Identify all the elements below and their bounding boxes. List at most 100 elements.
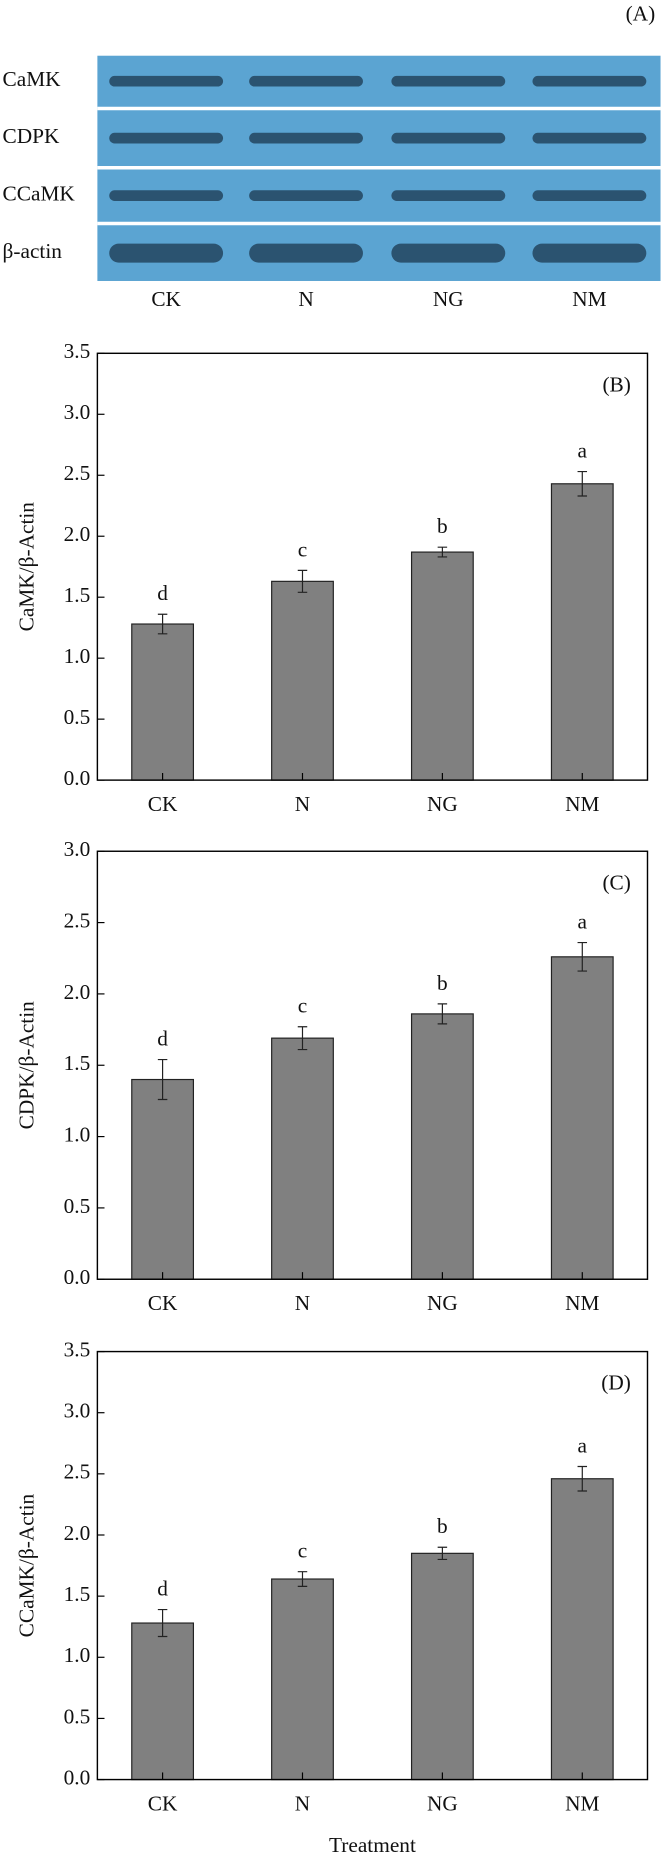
blot-band [109, 190, 224, 201]
error-bar [437, 546, 448, 558]
y-tick-label: 0.5 [64, 1194, 91, 1218]
x-axis-label: Treatment [329, 1833, 416, 1857]
bar [410, 1013, 474, 1280]
blot-band [249, 190, 363, 201]
bar [550, 1478, 614, 1781]
significance-letter: c [298, 1539, 307, 1563]
significance-letter: d [157, 1577, 168, 1601]
blot-band [532, 75, 647, 87]
blot-band [249, 132, 363, 144]
error-bar [297, 569, 308, 593]
y-tick-label: 3.5 [64, 1337, 91, 1361]
blot-band [109, 243, 224, 263]
blot-band [532, 190, 647, 201]
blot-band [249, 243, 363, 263]
y-tick-label: 1.0 [64, 1122, 91, 1146]
error-bar [437, 1546, 448, 1561]
x-tick-label: NM [565, 792, 599, 816]
x-tick-label: NG [427, 1291, 458, 1315]
y-tick-label: 0.0 [64, 1765, 91, 1789]
blot-row-label: CaMK [3, 67, 62, 91]
error-bar [157, 613, 168, 635]
x-tick-label: N [295, 792, 310, 816]
significance-letter: a [578, 439, 588, 463]
panel-label: (C) [602, 870, 630, 894]
error-bar [577, 941, 588, 972]
y-tick-label: 3.0 [64, 837, 91, 861]
bar [271, 1578, 334, 1781]
significance-letter: d [157, 581, 168, 605]
error-bar [297, 1026, 308, 1051]
error-bar [297, 1571, 308, 1587]
y-tick-label: 0.0 [64, 766, 91, 790]
significance-letter: b [437, 971, 448, 995]
x-tick-label: CK [148, 792, 178, 816]
bar [550, 483, 614, 781]
blot-band [532, 243, 647, 263]
panel-label: (D) [601, 1371, 631, 1395]
y-tick-label: 2.5 [64, 908, 91, 932]
y-tick-label: 2.0 [64, 980, 91, 1004]
blot-band [391, 243, 506, 263]
y-tick-label: 1.0 [64, 644, 91, 668]
y-tick-label: 3.0 [64, 1399, 91, 1423]
y-tick-label: 3.0 [64, 400, 91, 424]
x-tick-label: CK [148, 1291, 178, 1315]
error-bar [157, 1058, 168, 1101]
plot-frame [96, 850, 649, 1280]
x-tick-label: N [295, 1291, 310, 1315]
bar [410, 1552, 474, 1781]
bar [131, 1622, 195, 1781]
blot-band [109, 75, 224, 87]
error-bar [577, 470, 588, 497]
y-tick-label: 1.5 [64, 583, 91, 607]
blot-row-label: CCaMK [3, 182, 76, 206]
x-tick-label: NM [565, 1291, 599, 1315]
error-bar [437, 1003, 448, 1025]
y-tick-label: 0.5 [64, 705, 91, 729]
bar [131, 1078, 195, 1280]
y-axis-label: CCaMK/β-Actin [15, 1493, 39, 1637]
significance-letter: d [157, 1026, 168, 1050]
blot-band [391, 75, 506, 87]
significance-letter: c [298, 537, 307, 561]
panel-label: (B) [602, 372, 630, 396]
blot-panel-label: (A) [626, 1, 656, 25]
y-tick-label: 0.0 [64, 1265, 91, 1289]
blot-band [532, 132, 647, 144]
bar [271, 580, 334, 781]
x-tick-label: NG [427, 792, 458, 816]
plot-frame [96, 352, 649, 781]
significance-letter: b [437, 1514, 448, 1538]
y-axis-label: CaMK/β-Actin [15, 502, 39, 632]
blot-lane-label: CK [151, 287, 181, 311]
x-tick-label: N [295, 1792, 310, 1816]
blot-lane-label: NM [572, 287, 606, 311]
bar [271, 1037, 334, 1280]
blot-lane-label: NG [433, 287, 464, 311]
y-tick-label: 1.0 [64, 1643, 91, 1667]
error-bar [577, 1465, 588, 1492]
bar [550, 956, 614, 1280]
blot-band [249, 75, 363, 87]
y-axis-label: CDPK/β-Actin [15, 1001, 39, 1129]
significance-letter: c [298, 994, 307, 1018]
significance-letter: a [578, 909, 588, 933]
plot-frame [96, 1350, 649, 1781]
x-tick-label: CK [148, 1792, 178, 1816]
blot-row-label: CDPK [3, 124, 60, 148]
x-tick-label: NM [565, 1792, 599, 1816]
x-tick-label: NG [427, 1792, 458, 1816]
error-bar [157, 1608, 168, 1638]
y-tick-label: 3.5 [64, 339, 91, 363]
y-tick-label: 1.5 [64, 1582, 91, 1606]
blot-band [391, 132, 506, 144]
blot-lane-label: N [298, 287, 313, 311]
blot-band [109, 132, 224, 144]
bar [410, 551, 474, 781]
y-tick-label: 2.5 [64, 1460, 91, 1484]
y-tick-label: 2.0 [64, 1521, 91, 1545]
y-tick-label: 0.5 [64, 1704, 91, 1728]
